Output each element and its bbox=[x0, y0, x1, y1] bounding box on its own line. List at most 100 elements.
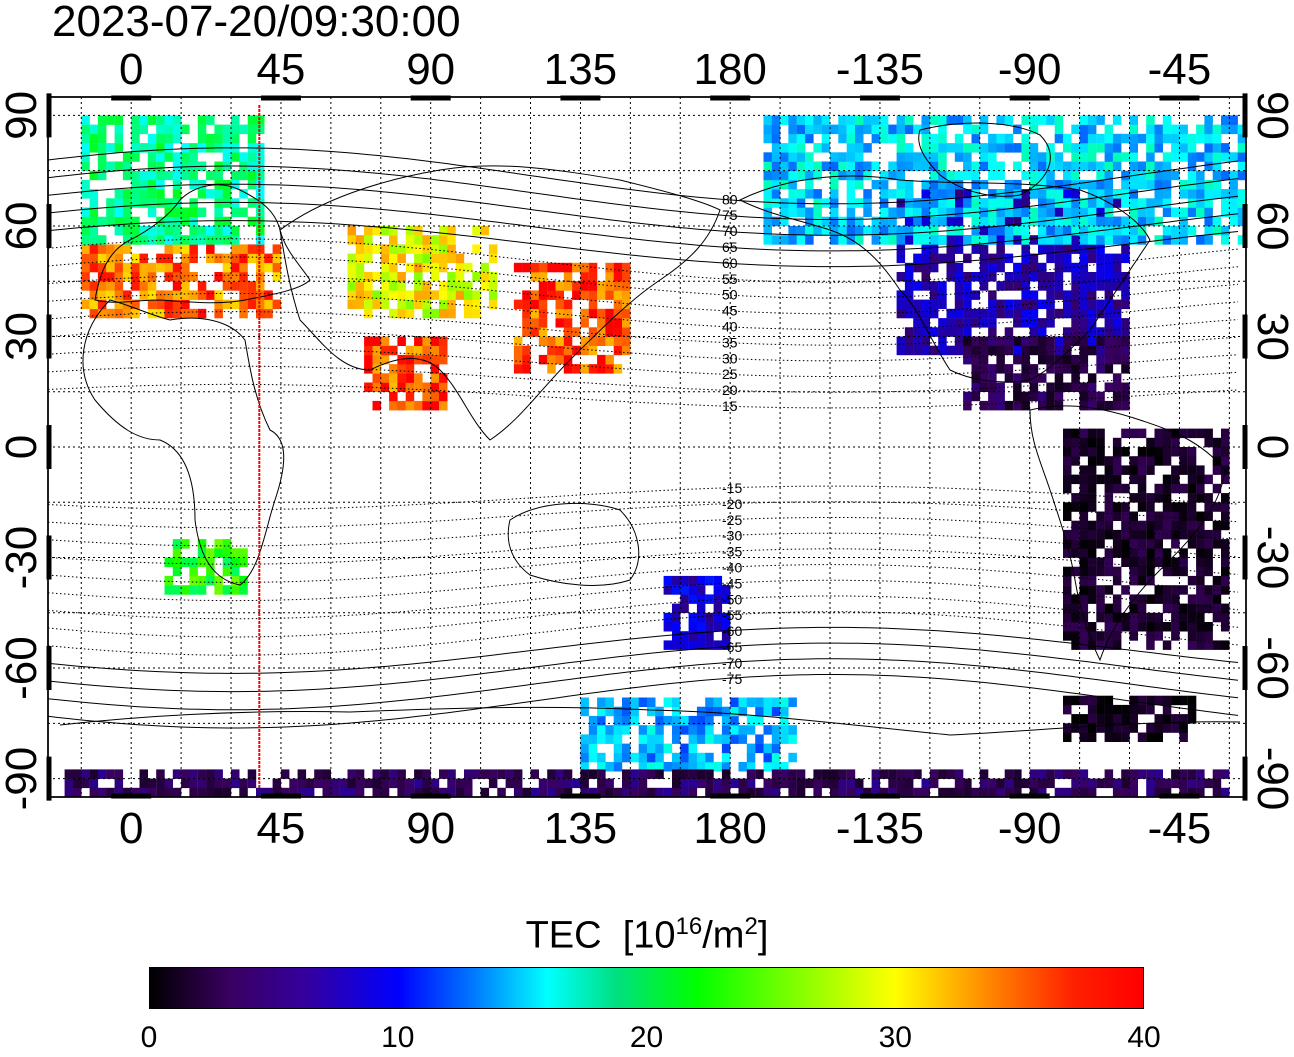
mlat-contour bbox=[47, 311, 1239, 346]
mlat-label: -60 bbox=[722, 623, 742, 639]
mlat-label: -25 bbox=[722, 512, 742, 528]
mlat-contour bbox=[47, 626, 1239, 674]
tec-region-central-asia bbox=[347, 225, 498, 319]
mlat-label: 45 bbox=[722, 303, 738, 319]
mlat-label: 55 bbox=[722, 271, 738, 287]
unit-exponent: 16 bbox=[675, 913, 703, 940]
mlat-label: 40 bbox=[722, 319, 738, 335]
right-lat-label: 30 bbox=[1248, 312, 1294, 361]
right-lat-label: -60 bbox=[1248, 636, 1294, 700]
mlat-contour bbox=[47, 595, 1239, 638]
mlat-label: 50 bbox=[722, 287, 738, 303]
mlat-contour bbox=[47, 201, 1239, 252]
bottom-lon-label: 135 bbox=[544, 804, 617, 853]
mlat-label: -55 bbox=[722, 607, 742, 623]
bottom-lon-label: -45 bbox=[1148, 804, 1212, 853]
mlat-contour bbox=[47, 485, 1239, 511]
mlat-contour bbox=[47, 611, 1239, 656]
mlat-contour bbox=[47, 220, 1239, 268]
tec-map: 8075706560555045403530252015-15-20-25-30… bbox=[0, 45, 1294, 853]
mlat-contour bbox=[47, 642, 1239, 693]
left-lat-label: 0 bbox=[0, 435, 46, 459]
mlat-label: -40 bbox=[722, 560, 742, 576]
left-lat-label: 30 bbox=[0, 312, 46, 361]
mlat-label: 15 bbox=[722, 398, 738, 414]
magnetic-latitude-contours bbox=[47, 147, 1239, 729]
mlat-label: 35 bbox=[722, 334, 738, 350]
mlat-label: 75 bbox=[722, 207, 738, 223]
tec-region-south-africa bbox=[164, 539, 248, 595]
mlat-contour bbox=[47, 329, 1239, 362]
tec-region-japan-china bbox=[513, 262, 631, 374]
mlat-contour bbox=[47, 292, 1239, 330]
right-lat-label: -30 bbox=[1248, 526, 1294, 590]
mlat-label: 65 bbox=[722, 239, 738, 255]
top-lon-label: -90 bbox=[998, 45, 1062, 94]
bottom-lon-label: 0 bbox=[119, 804, 143, 853]
mlat-contour bbox=[47, 383, 1239, 409]
top-lon-label: -135 bbox=[836, 45, 924, 94]
coast-antarctica bbox=[59, 706, 1241, 736]
colorbar-title-text: TEC bbox=[525, 914, 602, 957]
mlat-contour bbox=[47, 658, 1239, 711]
right-lat-label: 0 bbox=[1248, 435, 1294, 459]
mlat-label: -15 bbox=[722, 480, 742, 496]
bottom-lon-label: -90 bbox=[998, 804, 1062, 853]
grid-lines bbox=[48, 97, 1246, 797]
tec-region-antarctic-peninsula bbox=[1063, 695, 1197, 742]
mlat-contour bbox=[47, 274, 1239, 315]
bottom-lon-label: 90 bbox=[406, 804, 455, 853]
mlat-label: -35 bbox=[722, 544, 742, 560]
mlat-label: 60 bbox=[722, 255, 738, 271]
colorbar-tick-label: 0 bbox=[140, 1021, 158, 1054]
tec-region-arctic-canada bbox=[763, 115, 1247, 245]
left-lat-label: -30 bbox=[0, 526, 46, 590]
bottom-lon-label: 180 bbox=[693, 804, 766, 853]
right-lat-label: -90 bbox=[1248, 747, 1294, 811]
colorbar-tick-label: 10 bbox=[381, 1021, 415, 1054]
left-lat-label: 90 bbox=[0, 91, 46, 140]
coast-north-america bbox=[738, 175, 1151, 383]
mlat-label: 30 bbox=[722, 350, 738, 366]
tec-data-layer bbox=[64, 115, 1247, 798]
coast-south-america bbox=[1029, 405, 1226, 662]
coast-africa bbox=[82, 299, 285, 586]
top-lon-label: 180 bbox=[693, 45, 766, 94]
left-lat-label: 60 bbox=[0, 201, 46, 250]
mlat-contour bbox=[47, 517, 1239, 547]
mlat-contour bbox=[47, 147, 1239, 205]
mlat-contour bbox=[47, 579, 1239, 620]
right-lat-label: 90 bbox=[1248, 91, 1294, 140]
unit-prefix: [10 bbox=[622, 914, 676, 957]
colorbar bbox=[149, 967, 1144, 1009]
tec-region-antarctic-band bbox=[64, 769, 1230, 798]
top-lon-label: 0 bbox=[119, 45, 143, 94]
mlat-contour bbox=[47, 347, 1239, 377]
mlat-label: 25 bbox=[722, 366, 738, 382]
mlat-label: -75 bbox=[722, 671, 742, 687]
mlat-label: -20 bbox=[722, 496, 742, 512]
mlat-contour bbox=[47, 165, 1239, 220]
top-lon-label: 45 bbox=[256, 45, 305, 94]
mlat-contour bbox=[47, 365, 1239, 393]
coast-australia bbox=[507, 503, 640, 586]
top-lon-label: 135 bbox=[544, 45, 617, 94]
mlat-label: -45 bbox=[722, 575, 742, 591]
bottom-lon-label: 45 bbox=[256, 804, 305, 853]
left-lat-label: -60 bbox=[0, 636, 46, 700]
mlat-label: -65 bbox=[722, 639, 742, 655]
mlat-label: 80 bbox=[722, 191, 738, 207]
colorbar-tick-label: 20 bbox=[629, 1021, 664, 1054]
mlat-contour bbox=[47, 501, 1239, 529]
colorbar-tick-label: 30 bbox=[878, 1021, 912, 1054]
unit-exponent-2: 2 bbox=[744, 913, 758, 940]
top-lon-label: 90 bbox=[406, 45, 455, 94]
mlat-label: -50 bbox=[722, 591, 742, 607]
mlat-label: -70 bbox=[722, 655, 742, 671]
tec-region-antarctica-pacific bbox=[580, 697, 797, 772]
bottom-lon-label: -135 bbox=[836, 804, 924, 853]
top-lon-label: -45 bbox=[1148, 45, 1212, 94]
mlat-contour bbox=[47, 238, 1239, 283]
right-lat-label: 60 bbox=[1248, 201, 1294, 250]
